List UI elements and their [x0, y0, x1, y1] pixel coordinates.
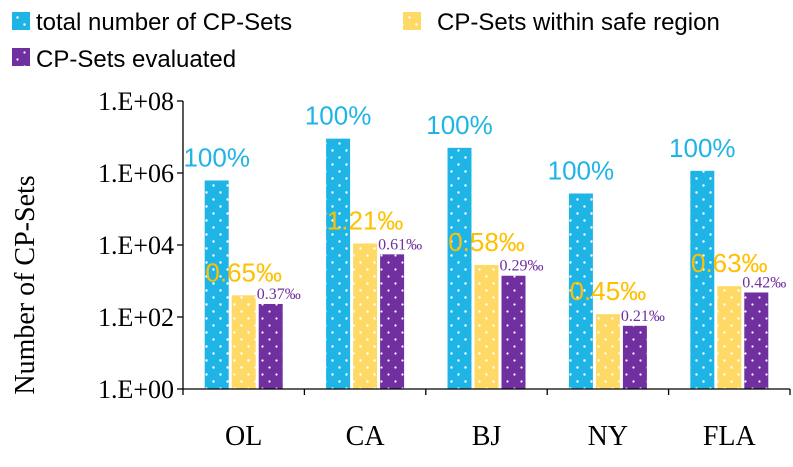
- y-tick-label: 1.E+04: [98, 231, 174, 260]
- bar-texture: [717, 286, 742, 389]
- x-category-label: NY: [588, 421, 628, 452]
- data-label-total-ny: 100%: [548, 155, 615, 185]
- data-label-total-fla: 100%: [669, 133, 736, 163]
- data-label-evaluated-bj: 0.29‰: [500, 258, 544, 275]
- data-label-total-ol: 100%: [183, 142, 250, 172]
- y-tick-labels: 1.E+00 1.E+02 1.E+04 1.E+06 1.E+08: [98, 87, 174, 404]
- bar-texture: [568, 193, 593, 389]
- bar-texture: [690, 170, 715, 389]
- bar-texture: [622, 325, 647, 389]
- bar-texture: [380, 254, 405, 389]
- bar-texture: [744, 292, 769, 389]
- x-category-label: FLA: [703, 421, 757, 452]
- data-label-total-ca: 100%: [305, 101, 372, 131]
- x-category-label: OL: [225, 421, 262, 452]
- legend-label-safe-region: CP-Sets within safe region: [437, 9, 720, 36]
- x-category-label: BJ: [472, 421, 502, 452]
- data-label-evaluated-fla: 0.42‰: [742, 274, 786, 291]
- plot-area: 100%0.65‰0.37‰100%1.21‰0.61‰100%0.58‰0.2…: [183, 101, 786, 389]
- bar-texture: [474, 264, 499, 389]
- bar-texture: [353, 243, 378, 389]
- data-label-evaluated-ca: 0.61‰: [378, 236, 422, 253]
- axes: [177, 100, 791, 395]
- legend-item-evaluated: CP-Sets evaluated: [12, 46, 236, 73]
- legend: total number of CP-Sets CP-Sets within s…: [12, 9, 720, 73]
- legend-label-evaluated: CP-Sets evaluated: [36, 46, 236, 73]
- data-label-safe-region-ca: 1.21‰: [327, 206, 404, 236]
- data-label-safe-region-bj: 0.58‰: [448, 227, 525, 257]
- data-label-safe-region-ny: 0.45‰: [570, 276, 647, 306]
- bar-texture: [447, 147, 472, 389]
- data-label-safe-region-ol: 0.65‰: [205, 257, 282, 287]
- legend-item-total: total number of CP-Sets: [12, 9, 292, 36]
- y-tick-label: 1.E+00: [98, 375, 174, 404]
- data-label-evaluated-ol: 0.37‰: [257, 286, 301, 303]
- bar-texture: [231, 295, 256, 389]
- bar-texture: [204, 180, 229, 389]
- bar-texture: [501, 275, 526, 389]
- y-tick-label: 1.E+02: [98, 303, 174, 332]
- x-category-labels: OL CA BJ NY FLA: [225, 421, 756, 452]
- bar-texture: [326, 138, 351, 389]
- bar-texture: [595, 314, 620, 389]
- y-tick-label: 1.E+06: [98, 159, 174, 188]
- y-tick-label: 1.E+08: [98, 87, 174, 116]
- x-category-label: CA: [346, 421, 386, 452]
- data-label-safe-region-fla: 0.63‰: [691, 248, 768, 278]
- y-axis-label: Number of CP-Sets: [10, 175, 41, 394]
- legend-label-total: total number of CP-Sets: [36, 9, 292, 36]
- legend-item-safe-region: CP-Sets within safe region: [403, 9, 720, 36]
- bar-texture: [258, 303, 283, 389]
- data-label-evaluated-ny: 0.21‰: [621, 308, 665, 325]
- data-label-total-bj: 100%: [426, 110, 493, 140]
